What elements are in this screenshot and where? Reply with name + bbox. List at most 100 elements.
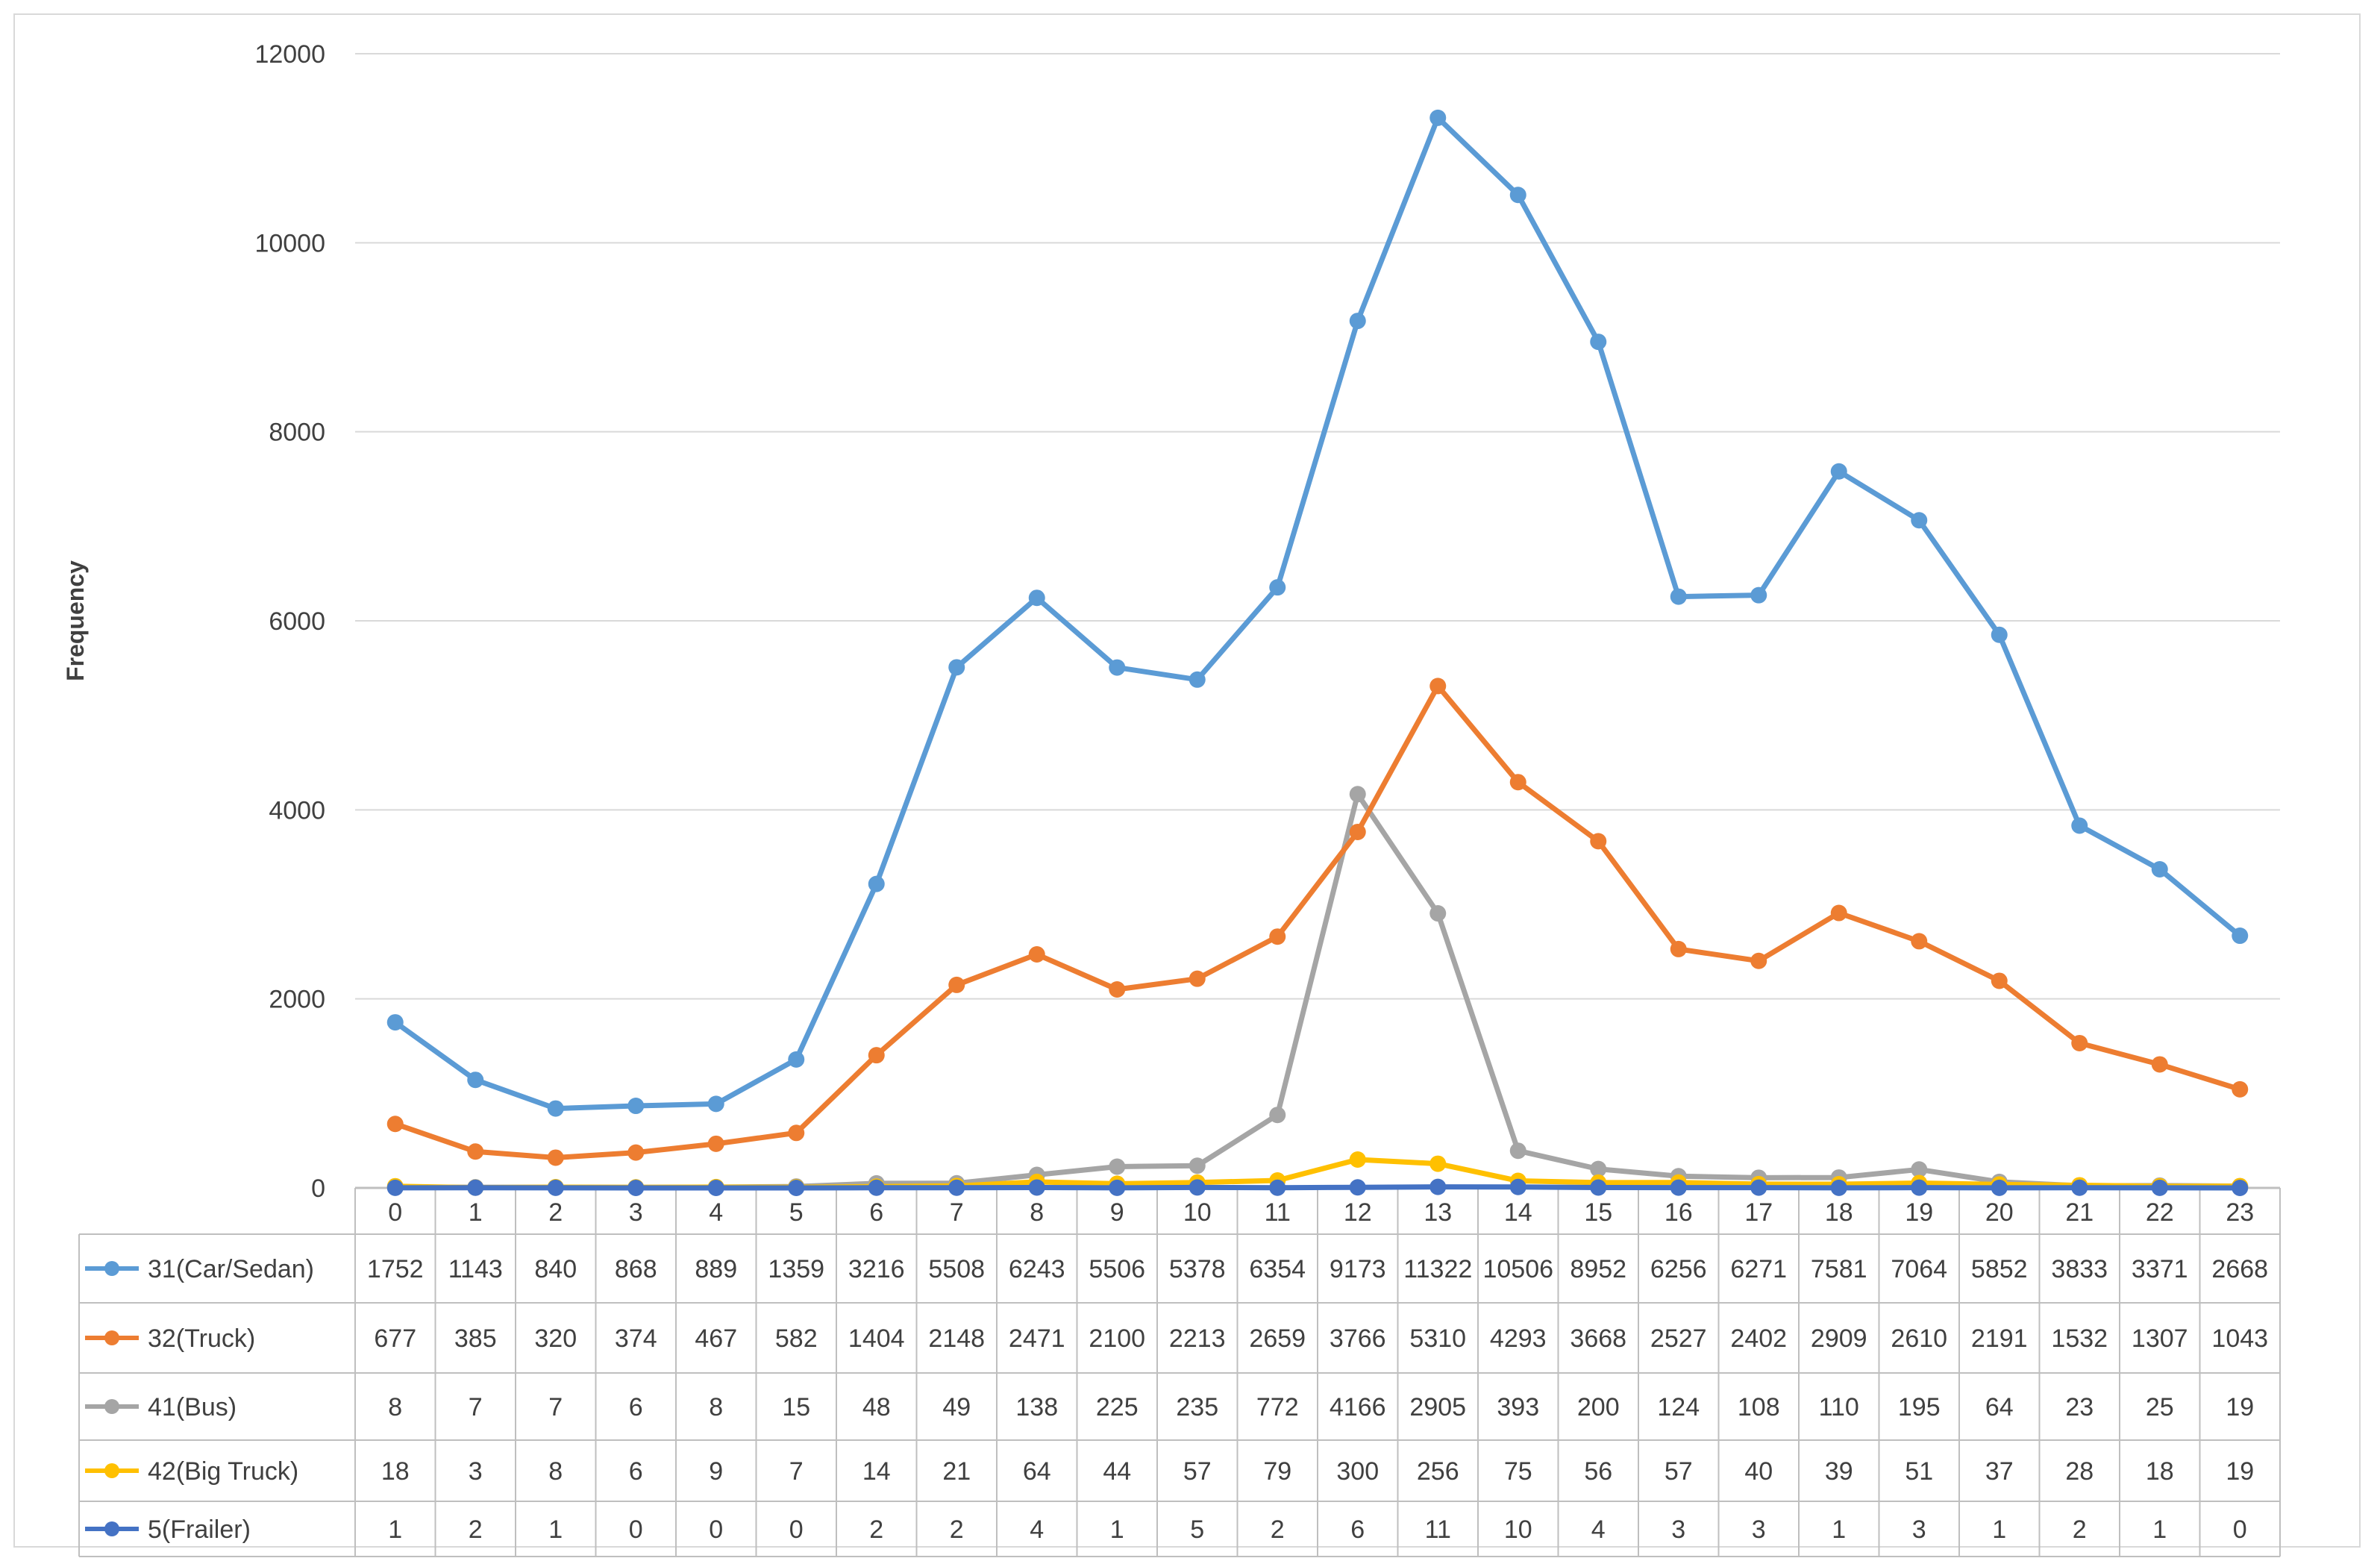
data-table-cell: 19 [2226, 1393, 2254, 1421]
y-tick-label: 6000 [269, 607, 325, 636]
data-table-cell: 3371 [2132, 1255, 2188, 1283]
data-table-cell: 374 [615, 1324, 657, 1353]
data-table-cell: 2905 [1409, 1393, 1466, 1421]
data-table-cell: 51 [1905, 1457, 1933, 1486]
data-table-cell: 6271 [1730, 1255, 1787, 1283]
data-point [1509, 774, 1526, 791]
x-tick-label: 1 [469, 1198, 483, 1227]
data-point [1509, 1142, 1526, 1160]
series-lines [386, 109, 2249, 1196]
data-point [788, 1051, 805, 1068]
data-point [547, 1149, 564, 1166]
data-table-cell: 0 [2233, 1515, 2247, 1544]
x-tick-label: 20 [1985, 1198, 2014, 1227]
legend-entry: 5(Frailer) [148, 1515, 251, 1544]
data-point [948, 976, 965, 993]
data-table-cell: 3 [469, 1457, 483, 1486]
data-point [1429, 678, 1447, 695]
data-point [627, 1144, 645, 1161]
data-point [1189, 970, 1206, 987]
data-table-cell: 467 [695, 1324, 737, 1353]
data-point [1509, 187, 1526, 204]
data-table-cell: 868 [615, 1255, 657, 1283]
series-line [392, 791, 2243, 1190]
data-point [1830, 463, 1847, 480]
x-tick-label: 5 [789, 1198, 804, 1227]
data-point [1911, 512, 1928, 529]
data-table-cell: 1 [2152, 1515, 2167, 1544]
data-table-cell: 7 [789, 1457, 804, 1486]
data-table-cell: 2 [869, 1515, 883, 1544]
data-point [1349, 313, 1366, 330]
x-tick-label: 9 [1110, 1198, 1124, 1227]
data-table-cell: 44 [1103, 1457, 1131, 1486]
data-table-cell: 8 [388, 1393, 402, 1421]
data-table-cell: 48 [862, 1393, 891, 1421]
data-table-cell: 6256 [1650, 1255, 1707, 1283]
data-table-cell: 5 [1190, 1515, 1204, 1544]
data-table-cell: 1 [1992, 1515, 2006, 1544]
data-table-cell: 772 [1256, 1393, 1299, 1421]
legend-marker-swatch [104, 1399, 119, 1414]
data-table-cell: 37 [1985, 1457, 2014, 1486]
data-table-cell: 2 [2073, 1515, 2087, 1544]
data-table-cell: 64 [1985, 1393, 2014, 1421]
data-table-cell: 1307 [2132, 1324, 2188, 1353]
x-tick-label: 18 [1825, 1198, 1853, 1227]
data-table-cell: 23 [2065, 1393, 2094, 1421]
data-table-cell: 1143 [448, 1255, 503, 1283]
x-tick-label: 3 [629, 1198, 643, 1227]
data-table-cell: 79 [1263, 1457, 1291, 1486]
data-point [467, 1072, 484, 1089]
data-point [1991, 626, 2008, 643]
data-point [2232, 1180, 2249, 1196]
data-table-cell: 6243 [1009, 1255, 1065, 1283]
data-table-cell: 256 [1417, 1457, 1459, 1486]
data-table-cell: 2100 [1089, 1324, 1145, 1353]
data-table-cell: 6 [629, 1393, 643, 1421]
x-tick-label: 16 [1665, 1198, 1693, 1227]
data-table-cell: 124 [1657, 1393, 1700, 1421]
data-point [2151, 861, 2168, 878]
data-point [868, 875, 885, 892]
data-point [1911, 1179, 1928, 1196]
data-point [386, 1179, 404, 1196]
data-table-cell: 57 [1183, 1457, 1212, 1486]
x-tick-label: 22 [2146, 1198, 2174, 1227]
data-table: 0 1 2 3 4 5 6 7 8 9 10 11 12 13 14 15 16 17 18 19 20 21 22 2331… [78, 1186, 2281, 1557]
data-table-cell: 21 [942, 1457, 971, 1486]
data-point [1590, 334, 1607, 351]
x-tick-label: 19 [1905, 1198, 1933, 1227]
data-table-cell: 582 [775, 1324, 818, 1353]
data-table-cell: 3 [1752, 1515, 1766, 1544]
data-point [386, 1014, 404, 1031]
data-table-cell: 75 [1504, 1457, 1532, 1486]
data-point [1991, 1179, 2008, 1196]
data-point [1750, 952, 1767, 969]
data-table-cell: 5310 [1409, 1324, 1466, 1353]
data-table-cell: 8 [709, 1393, 723, 1421]
data-table-cell: 3216 [848, 1255, 905, 1283]
data-point [627, 1098, 645, 1115]
legend-entry: 31(Car/Sedan) [148, 1255, 314, 1283]
legend-entry: 32(Truck) [148, 1324, 255, 1353]
data-table-cell: 3 [1671, 1515, 1685, 1544]
data-point [1509, 1178, 1526, 1195]
data-point [1429, 1155, 1447, 1172]
data-table-cell: 2527 [1650, 1324, 1707, 1353]
table-row: 42(Big Truck) 18 3 8 6 9 7 14 21 64 44 57 79 300 256 75… [85, 1457, 2254, 1486]
data-point [2071, 1034, 2088, 1051]
data-table-cell: 0 [789, 1515, 804, 1544]
data-table-cell: 2668 [2211, 1255, 2268, 1283]
data-point [1028, 946, 1045, 963]
data-table-cell: 25 [2146, 1393, 2174, 1421]
series-2 [386, 786, 2249, 1196]
data-table-cell: 7 [548, 1393, 563, 1421]
x-tick-label: 12 [1344, 1198, 1372, 1227]
data-table-cell: 225 [1096, 1393, 1139, 1421]
data-table-cell: 6 [629, 1457, 643, 1486]
data-table-cell: 2 [1271, 1515, 1285, 1544]
data-table-cell: 2213 [1169, 1324, 1226, 1353]
data-table-cell: 1532 [2051, 1324, 2108, 1353]
x-tick-label: 17 [1744, 1198, 1773, 1227]
